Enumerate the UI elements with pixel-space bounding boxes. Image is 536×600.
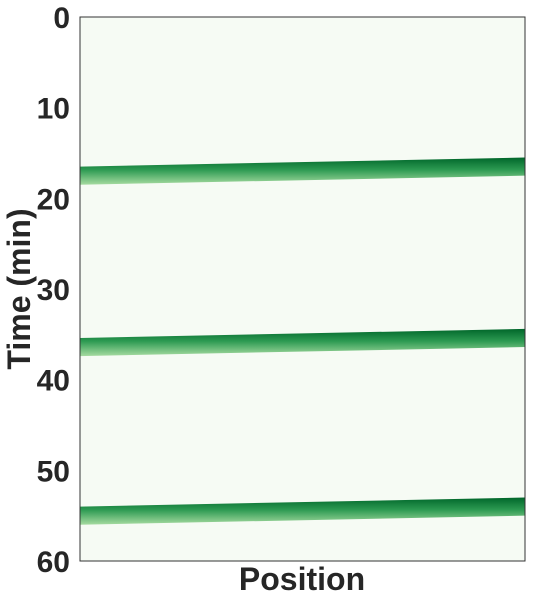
band-2 [80,328,525,357]
bands-layer [80,157,525,525]
plot-frame [79,16,526,562]
y-ticks: 0 10 20 30 40 50 60 [37,2,70,579]
x-axis-label: Position [239,561,365,597]
plot-area [80,17,525,561]
y-tick-label: 10 [37,93,70,126]
y-tick-label: 30 [37,274,70,307]
y-tick-label: 60 [37,546,70,579]
band-1 [80,157,525,185]
y-tick-label: 20 [37,183,70,216]
y-tick-label: 0 [53,2,70,35]
band-3 [80,497,525,525]
y-tick-label: 40 [37,365,70,398]
y-axis-label: Time (min) [1,208,37,369]
y-tick-label: 50 [37,455,70,488]
